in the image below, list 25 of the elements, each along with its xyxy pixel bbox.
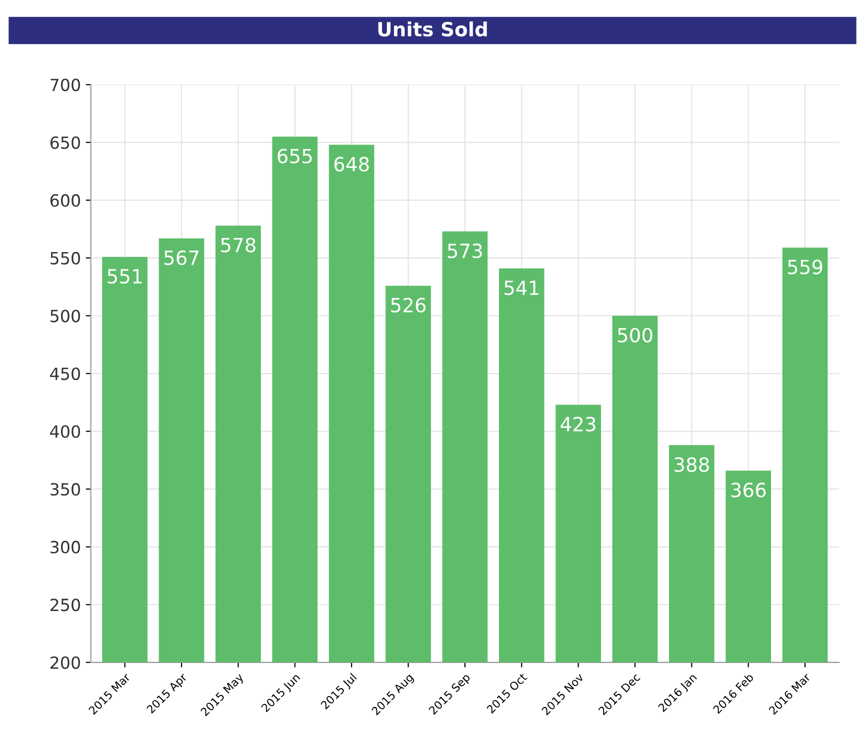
- y-tick-label: 250: [50, 598, 80, 612]
- y-tick-label: 200: [50, 656, 80, 669]
- y-tick-label: 700: [50, 78, 80, 92]
- data-label: 559: [788, 260, 822, 274]
- data-label: 366: [731, 482, 766, 498]
- data-label: 567: [164, 250, 198, 266]
- y-tick-label: 650: [50, 136, 80, 149]
- data-label: 551: [108, 269, 142, 284]
- data-label: 573: [448, 243, 482, 258]
- y-tick-label: 600: [50, 194, 80, 207]
- y-tick-label: 500: [50, 310, 80, 322]
- data-label: 423: [560, 416, 596, 432]
- y-tick-label: 450: [50, 367, 80, 380]
- data-label: 655: [278, 148, 312, 164]
- data-label: 526: [391, 298, 426, 312]
- data-label: 648: [334, 156, 369, 172]
- y-tick-label: 350: [50, 483, 80, 496]
- y-tick-label: 300: [50, 540, 80, 554]
- data-label: 500: [618, 328, 652, 343]
- data-label: 388: [674, 457, 709, 472]
- data-label: 578: [221, 238, 256, 252]
- chart-title: Units Sold: [378, 22, 487, 37]
- data-label: 541: [504, 280, 538, 296]
- y-tick-label: 400: [50, 425, 80, 438]
- y-tick-label: 550: [50, 252, 80, 265]
